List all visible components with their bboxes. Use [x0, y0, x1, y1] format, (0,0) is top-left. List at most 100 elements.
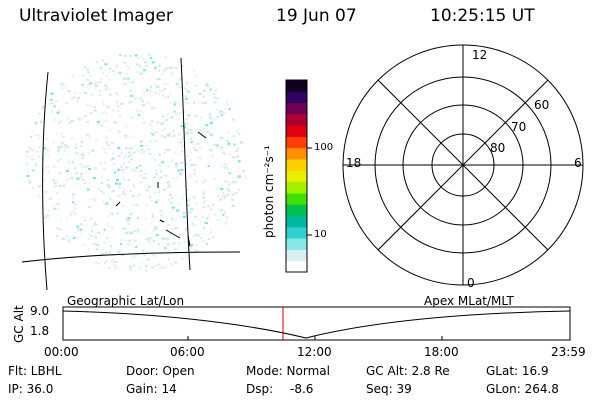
- speckle: [62, 184, 66, 187]
- instrument-title: Ultraviolet Imager: [19, 6, 173, 26]
- speckle: [69, 213, 72, 216]
- speckle: [220, 110, 224, 113]
- speckle: [46, 149, 50, 152]
- speckle: [126, 240, 129, 243]
- speckle: [184, 95, 188, 98]
- speckle: [134, 169, 137, 172]
- speckle: [166, 243, 170, 246]
- speckle: [113, 171, 116, 174]
- speckle: [169, 92, 172, 95]
- speckle: [128, 231, 132, 233]
- speckle: [240, 191, 243, 194]
- speckle: [163, 68, 166, 71]
- speckle: [45, 137, 49, 140]
- speckle: [141, 262, 143, 265]
- mlat-label-80: 80: [490, 141, 506, 155]
- speckle: [201, 181, 205, 184]
- speckle: [158, 70, 161, 72]
- speckle: [127, 232, 131, 235]
- speckle: [159, 220, 163, 223]
- colorbar-segment: [286, 159, 307, 171]
- speckle: [220, 187, 224, 190]
- speckle: [202, 240, 205, 242]
- speckle: [222, 213, 225, 216]
- speckle: [231, 181, 235, 183]
- speckle: [123, 178, 126, 181]
- info-glon: GLon: 264.8: [486, 382, 559, 396]
- speckle: [226, 188, 229, 191]
- info-seq: Seq: 39: [366, 382, 412, 396]
- speckle: [52, 119, 56, 121]
- speckle: [123, 162, 126, 165]
- speckle: [216, 218, 220, 221]
- speckle: [60, 145, 63, 148]
- speckle: [222, 151, 225, 154]
- speckle: [142, 104, 146, 107]
- speckle: [118, 194, 121, 197]
- speckle: [194, 233, 198, 236]
- speckle: [93, 106, 96, 109]
- speckle: [174, 226, 178, 229]
- speckle: [159, 209, 163, 212]
- speckle: [34, 134, 37, 137]
- colorbar-segment: [286, 215, 307, 228]
- speckle: [156, 121, 159, 124]
- speckle: [177, 60, 181, 63]
- speckle: [116, 104, 119, 107]
- speckle: [32, 169, 35, 172]
- speckle: [35, 163, 38, 166]
- speckle: [66, 235, 69, 238]
- speckle: [80, 144, 82, 147]
- speckle: [154, 226, 158, 229]
- speckle: [42, 168, 46, 171]
- speckle: [81, 156, 84, 159]
- speckle: [227, 103, 230, 106]
- speckle: [88, 198, 91, 201]
- speckle: [99, 90, 102, 93]
- speckle: [194, 248, 197, 251]
- speckle: [234, 180, 238, 183]
- speckle: [73, 96, 76, 99]
- speckle: [43, 216, 46, 219]
- speckle: [117, 109, 120, 112]
- longitude-line-right: [180, 57, 191, 271]
- speckle: [199, 129, 203, 132]
- speckle: [67, 241, 70, 243]
- speckle: [231, 118, 235, 121]
- mlt-label-12: 12: [472, 48, 488, 62]
- speckle: [98, 94, 102, 97]
- speckle: [150, 266, 154, 269]
- speckle: [183, 185, 186, 188]
- speckle: [207, 165, 210, 168]
- speckle: [75, 182, 79, 185]
- speckle: [102, 167, 106, 170]
- info-gc-alt: GC Alt: 2.8 Re: [366, 364, 450, 378]
- speckle: [130, 100, 134, 103]
- speckle: [135, 71, 138, 74]
- speckle: [104, 262, 107, 265]
- speckle: [94, 221, 96, 224]
- speckle: [162, 70, 165, 73]
- speckle: [37, 195, 41, 198]
- speckle: [234, 191, 238, 194]
- speckle: [31, 158, 35, 161]
- speckle: [130, 81, 134, 84]
- speckle: [84, 219, 87, 222]
- speckle: [213, 101, 216, 104]
- speckle: [94, 236, 97, 239]
- speckle: [72, 201, 75, 204]
- speckle: [164, 247, 167, 249]
- speckle: [39, 122, 42, 125]
- speckle: [181, 150, 183, 153]
- speckle: [194, 250, 198, 253]
- speckle: [223, 163, 226, 166]
- speckle: [52, 179, 56, 182]
- speckle: [163, 151, 166, 154]
- speckle: [58, 185, 62, 187]
- speckle: [191, 243, 194, 246]
- speckle: [38, 137, 41, 140]
- speckle: [154, 66, 157, 69]
- longitude-line-left: [42, 71, 49, 291]
- speckle: [161, 94, 164, 97]
- speckle: [132, 151, 136, 154]
